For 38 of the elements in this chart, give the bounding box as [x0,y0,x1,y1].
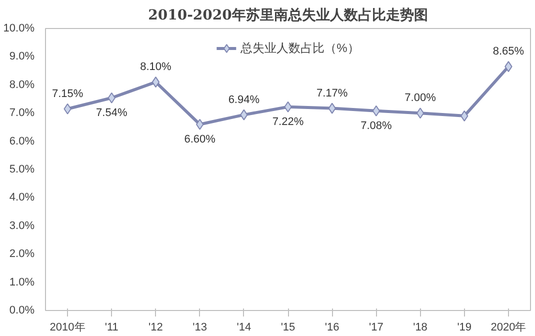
point [372,105,380,116]
y-tick-label: 9.0% [9,50,35,63]
data-label: 7.22% [272,116,304,128]
y-tick-label: 4.0% [9,192,35,204]
data-label: 7.00% [404,92,436,104]
data-label: 8.10% [140,61,172,74]
x-tick-label: '18 [413,322,428,334]
y-tick-label: 3.0% [9,220,35,232]
y-tick-label: 1.0% [9,276,35,288]
point [416,108,424,119]
chart-title: 2010-2020年苏里南总失业人数占比走势图 [148,8,428,24]
y-tick-label: 2.0% [9,248,35,260]
data-label: 6.94% [228,94,260,106]
y-tick-label: 5.0% [9,164,35,176]
x-tick-label: '11 [104,322,118,334]
point [196,118,204,130]
x-tick-label: '16 [324,322,340,334]
data-label: 6.60% [184,133,216,146]
x-tick-label: 2010年 [50,322,86,334]
data-label: 7.17% [316,87,348,100]
point [152,76,160,88]
x-tick-label: '15 [280,322,296,334]
x-tick-label: '12 [148,322,163,334]
data-label: 8.65% [492,46,524,58]
data-label: 7.08% [360,120,392,132]
y-tick-label: 10.0% [3,22,35,34]
x-tick-label: 2020年 [490,322,526,334]
y-tick-label: 6.0% [9,135,35,148]
x-tick-label: '13 [192,322,207,334]
legend-label: 总失业人数占比（%） [240,40,360,56]
data-label: 7.15% [52,88,84,100]
x-tick-label: '17 [369,322,384,334]
data-label: 7.54% [96,106,128,119]
y-tick-label: 0.0% [9,304,35,316]
y-tick-label: 8.0% [9,78,35,91]
y-tick-label: 7.0% [9,107,35,120]
x-tick-label: '19 [457,322,472,334]
x-tick-label: '14 [236,322,252,334]
